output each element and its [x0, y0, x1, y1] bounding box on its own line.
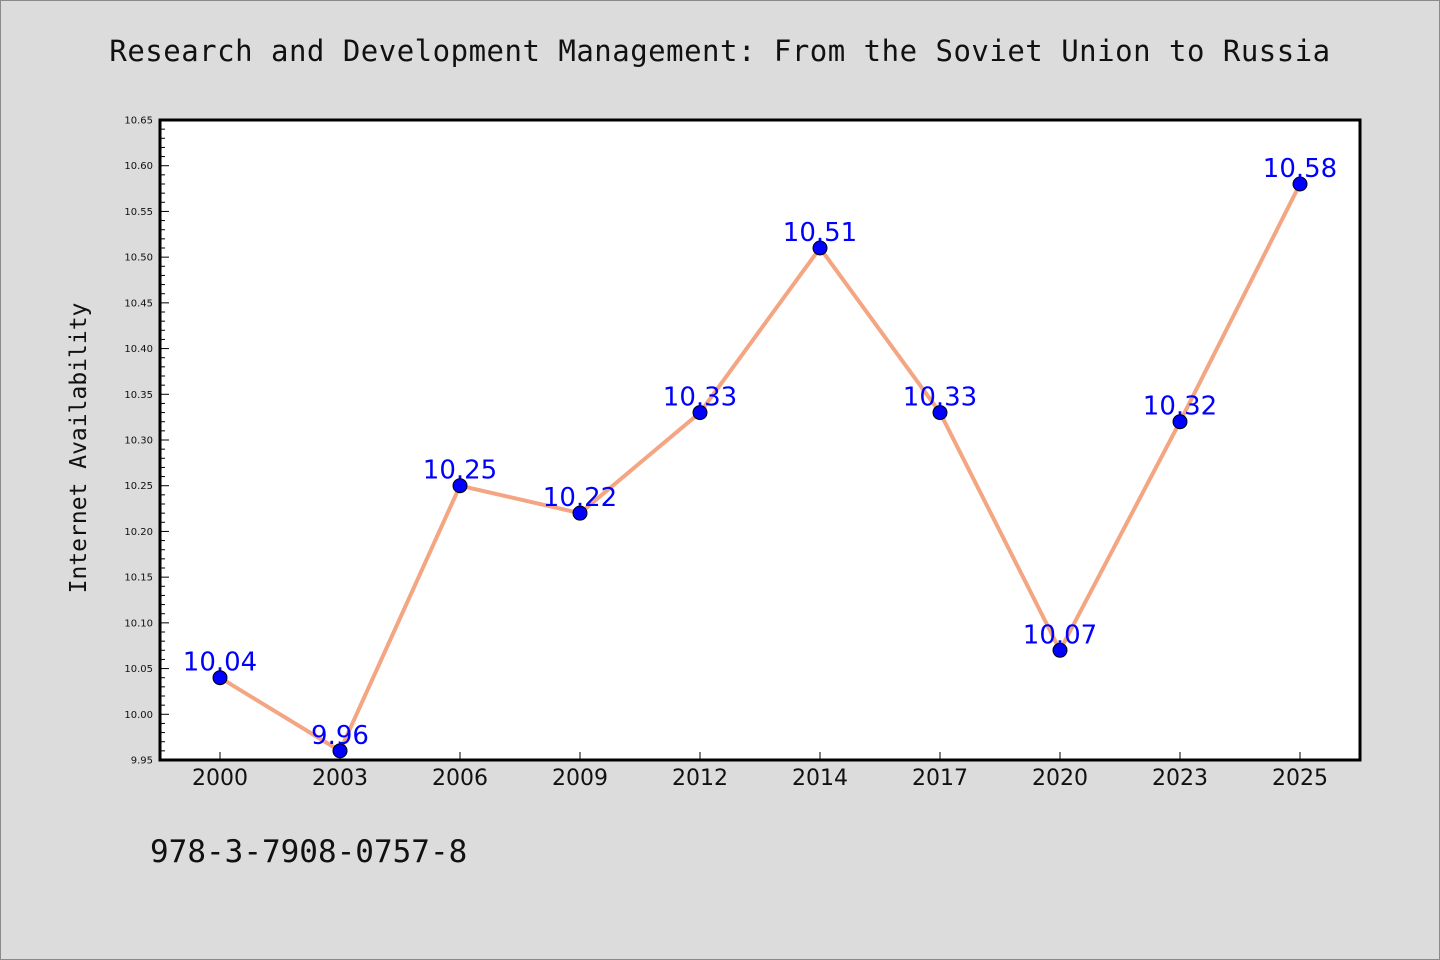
data-point	[572, 505, 588, 521]
y-tick-label: 10.35	[124, 390, 153, 401]
chart-title: Research and Development Management: Fro…	[109, 34, 1331, 68]
data-point	[692, 405, 708, 421]
data-labels: 10.04 9.96 10.25 10.22 10.33 10.51 10.33 10.07 1…	[183, 154, 1337, 751]
y-tick-label: 10.55	[124, 207, 153, 218]
y-tick-label: 10.40	[124, 344, 153, 355]
x-axis-ticks: 2000 2003 2006 2009 2012 2014 2017 2020 2023 2025	[192, 752, 1328, 791]
x-tick-label: 2020	[1032, 766, 1088, 791]
data-point	[1292, 176, 1308, 192]
x-tick-label: 2012	[672, 766, 728, 791]
x-tick-label: 2006	[432, 766, 488, 791]
data-point	[812, 240, 828, 256]
y-tick-label: 10.30	[124, 436, 153, 447]
series-line	[218, 182, 1302, 753]
data-point	[932, 405, 948, 421]
plot-frame	[158, 118, 1362, 762]
data-point	[452, 478, 468, 494]
data-point	[212, 670, 228, 686]
y-tick-label: 10.20	[124, 527, 153, 538]
data-point	[1172, 414, 1188, 430]
x-tick-label: 2017	[912, 766, 968, 791]
data-point	[332, 743, 348, 759]
y-tick-label: 10.00	[124, 710, 153, 721]
y-tick-label: 10.25	[124, 481, 153, 492]
data-label: 10.22	[543, 483, 617, 513]
y-tick-label: 10.50	[124, 253, 153, 264]
data-label: 10.51	[783, 218, 857, 248]
x-tick-label: 2025	[1272, 766, 1328, 791]
y-axis-label: Internet Availability	[66, 303, 92, 594]
data-label: 10.07	[1023, 620, 1097, 650]
plot-area	[160, 120, 1360, 760]
y-tick-label: 10.10	[124, 618, 153, 629]
isbn-number: 978-3-7908-0757-8	[150, 834, 468, 870]
data-label: 10.25	[423, 456, 497, 486]
data-points	[212, 176, 1308, 759]
y-tick-label: 9.95	[131, 756, 153, 767]
x-tick-label: 2014	[792, 766, 848, 791]
y-tick-label: 10.65	[124, 116, 153, 127]
data-label: 10.32	[1143, 392, 1217, 422]
data-label: 10.33	[663, 383, 737, 413]
data-label: 10.58	[1263, 154, 1337, 184]
x-tick-label: 2003	[312, 766, 368, 791]
data-label: 9.96	[311, 721, 369, 751]
y-tick-label: 10.15	[124, 573, 153, 584]
x-tick-label: 2000	[192, 766, 248, 791]
y-tick-label: 10.45	[124, 298, 153, 309]
data-point	[1052, 642, 1068, 658]
data-label: 10.33	[903, 383, 977, 413]
data-label: 10.04	[183, 648, 257, 678]
y-tick-label: 10.05	[124, 664, 153, 675]
y-tick-label: 10.60	[124, 161, 153, 172]
x-tick-label: 2009	[552, 766, 608, 791]
x-tick-label: 2023	[1152, 766, 1208, 791]
y-axis-ticks: 9.95 10.00 10.05 10.10 10.15 10.20 10.25 10.30 1…	[124, 116, 169, 767]
